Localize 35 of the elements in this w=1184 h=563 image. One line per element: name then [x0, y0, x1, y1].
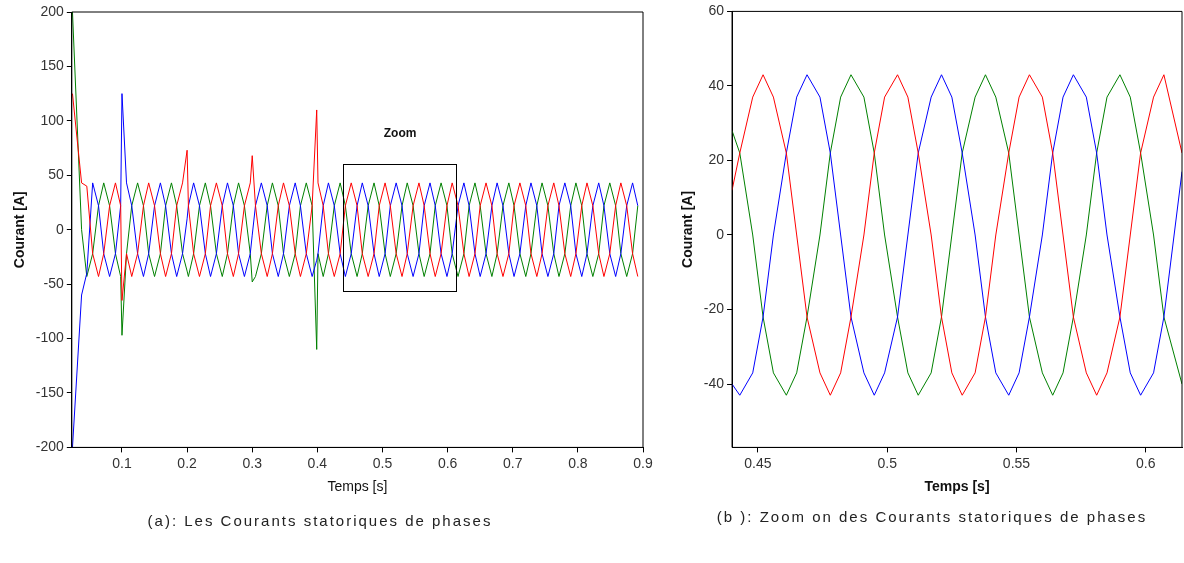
x-axis-title: Temps [s]	[924, 478, 990, 495]
x-tick-label: 0.8	[568, 454, 588, 471]
y-tick-label: -200	[35, 438, 65, 455]
y-tick-label: -100	[35, 329, 65, 346]
x-tick-label: 0.5	[372, 454, 393, 471]
y-tick-label: 60	[708, 2, 725, 19]
x-tick-label: 0.5	[877, 454, 898, 471]
y-tick-label: 20	[708, 151, 725, 168]
x-tick-label: 0.45	[744, 454, 772, 471]
annotation: Zoom	[382, 126, 418, 141]
y-tick-label: 200	[40, 2, 65, 19]
x-tick-label: 0.4	[307, 454, 328, 471]
x-tick-label: 0.7	[503, 454, 523, 471]
y-axis-title: Courant [A]	[11, 191, 28, 269]
x-tick-label: 0.55	[1002, 454, 1031, 471]
x-tick-label: 0.6	[437, 454, 458, 471]
x-tick-label: 0.3	[242, 454, 263, 471]
y-tick-label: 0	[56, 220, 65, 237]
text: (b ): Zoom on des Courants statoriques de phases	[715, 508, 1149, 525]
y-tick-label: 40	[708, 76, 725, 93]
text: (a): Les Courants statoriques de phases	[146, 512, 494, 529]
x-tick-label: 0.6	[1136, 454, 1156, 471]
y-tick-label: 150	[40, 57, 65, 74]
y-tick-label: 0	[716, 225, 725, 242]
x-tick-label: 0.9	[633, 454, 653, 471]
y-axis-title: Courant [A]	[679, 190, 696, 268]
x-axis-title: Temps [s]	[327, 478, 388, 495]
y-tick-label: 100	[40, 111, 65, 128]
y-tick-label: -150	[35, 383, 65, 400]
y-tick-label: 50	[48, 166, 65, 183]
y-tick-label: -20	[703, 300, 725, 317]
y-tick-label: -50	[43, 274, 65, 291]
x-tick-label: 0.1	[112, 454, 132, 471]
y-tick-label: -40	[703, 374, 725, 391]
x-tick-label: 0.2	[177, 454, 198, 471]
